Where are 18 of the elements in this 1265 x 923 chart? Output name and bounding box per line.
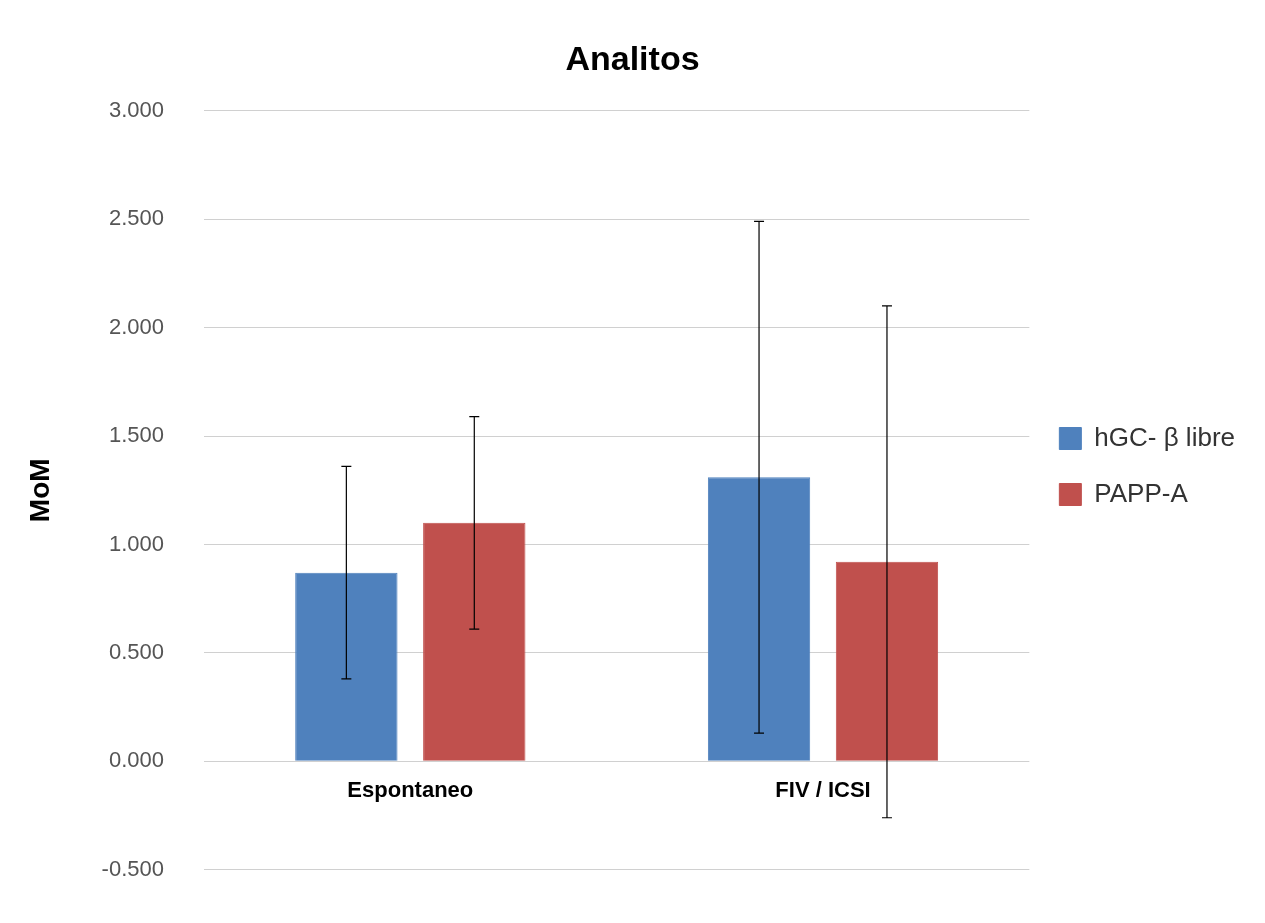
y-axis-title: MoM [23, 458, 55, 523]
chart-title: Analitos [565, 38, 700, 77]
y-tick-label: 0.500 [108, 639, 164, 665]
y-tick-label: 1.000 [108, 530, 164, 556]
y-tick-label: -0.500 [101, 855, 164, 881]
bar [835, 561, 939, 761]
y-tick-label: 0.000 [108, 747, 164, 773]
legend-label: PAPP-A [1094, 477, 1189, 508]
x-tick-label: FIV / ICSI [775, 776, 871, 802]
y-tick-label: 2.500 [108, 205, 164, 231]
y-tick-label: 3.000 [108, 96, 164, 122]
bar [295, 572, 398, 761]
bar [423, 522, 526, 761]
x-tick-label: Espontaneo [347, 776, 474, 802]
legend-label: hGC- β libre [1094, 421, 1235, 452]
y-tick-label: 2.000 [108, 313, 164, 339]
y-tick-label: 1.500 [108, 422, 164, 448]
bar [707, 477, 811, 761]
